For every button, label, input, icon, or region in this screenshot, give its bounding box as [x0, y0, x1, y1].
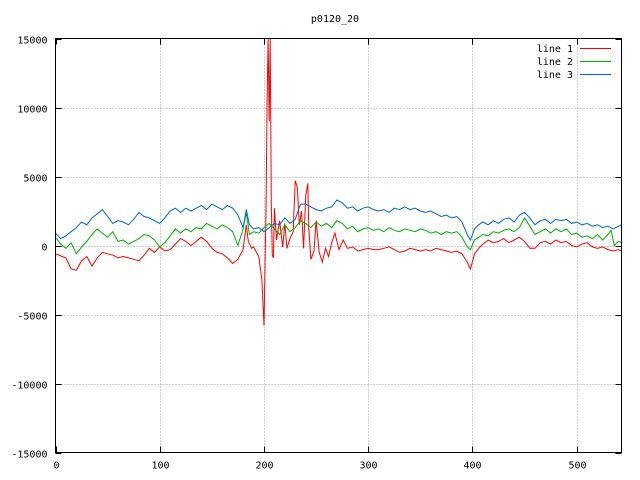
y-tick-label: -10000 — [11, 381, 47, 392]
y-tick-label: 15000 — [17, 36, 47, 47]
series-line-3 — [55, 199, 622, 242]
y-tick-label: 0 — [41, 243, 47, 254]
series-lines — [55, 38, 622, 326]
axis-ticks — [55, 38, 622, 454]
series-line-1 — [55, 38, 622, 326]
y-tick-label: 5000 — [23, 174, 47, 185]
chart-title: p0120_20 — [311, 14, 359, 25]
legend-label-3: line 3 — [537, 70, 573, 81]
x-tick-label: 300 — [359, 461, 377, 472]
x-tick-label: 100 — [151, 461, 169, 472]
grid-lines — [55, 38, 622, 453]
legend-label-2: line 2 — [537, 57, 573, 68]
y-tick-label: 10000 — [17, 105, 47, 116]
x-tick-label: 200 — [255, 461, 273, 472]
tick-labels: 0 100 200 300 400 500 -15000 -10000 -5000 0 5000 10… — [11, 36, 586, 472]
x-tick-label: 400 — [463, 461, 481, 472]
y-tick-label: -15000 — [11, 450, 47, 461]
y-tick-label: -5000 — [17, 312, 47, 323]
series-line-2 — [55, 212, 622, 255]
x-tick-label: 500 — [568, 461, 586, 472]
x-tick-label: 0 — [53, 461, 59, 472]
plot-frame — [55, 38, 622, 453]
legend: line 1 line 2 line 3 — [537, 44, 611, 81]
legend-label-1: line 1 — [537, 44, 573, 55]
